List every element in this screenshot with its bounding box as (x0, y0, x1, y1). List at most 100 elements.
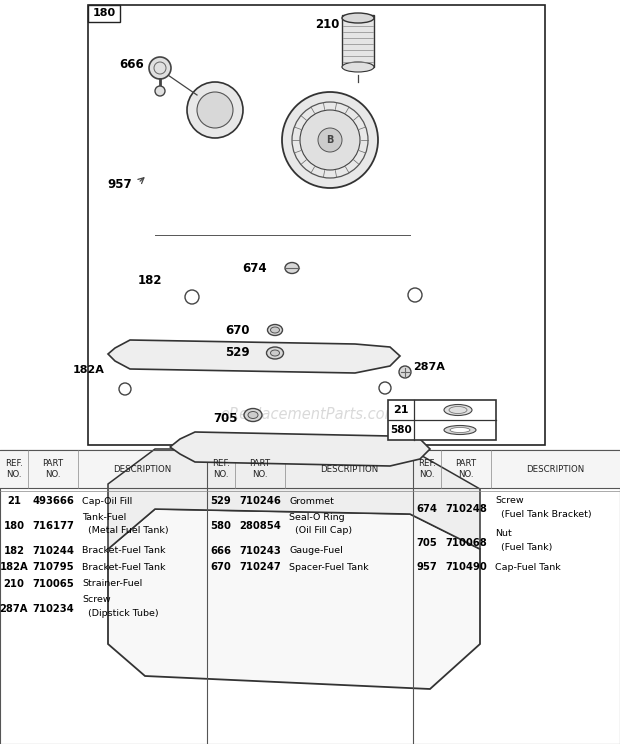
Circle shape (399, 366, 411, 378)
Text: 710065: 710065 (32, 579, 74, 589)
Text: 705: 705 (213, 411, 238, 425)
Text: 182A: 182A (73, 365, 105, 375)
Text: REF.
NO.: REF. NO. (212, 459, 230, 479)
Text: 287A: 287A (0, 603, 29, 614)
Circle shape (187, 82, 243, 138)
Text: 182A: 182A (0, 562, 29, 572)
Text: (Metal Fuel Tank): (Metal Fuel Tank) (88, 526, 169, 535)
Text: 666: 666 (120, 59, 144, 71)
Bar (88, 5, 545, 445)
Ellipse shape (270, 350, 280, 356)
Text: 210: 210 (4, 579, 24, 589)
Circle shape (119, 383, 131, 395)
Text: PART
NO.: PART NO. (249, 459, 270, 479)
Polygon shape (108, 449, 480, 549)
Text: PART
NO.: PART NO. (42, 459, 64, 479)
Text: DESCRIPTION: DESCRIPTION (320, 464, 378, 473)
Text: Screw: Screw (495, 496, 524, 505)
Text: 666: 666 (211, 546, 231, 556)
Circle shape (379, 382, 391, 394)
Bar (388, 400, 496, 440)
Ellipse shape (450, 428, 470, 432)
Text: 710247: 710247 (239, 562, 281, 572)
Text: 493666: 493666 (32, 496, 74, 506)
Ellipse shape (342, 13, 374, 23)
Text: 180: 180 (4, 521, 25, 531)
Text: Screw: Screw (82, 595, 110, 604)
Text: 710795: 710795 (32, 562, 74, 572)
Text: 280854: 280854 (239, 521, 281, 531)
Text: Tank-Fuel: Tank-Fuel (82, 513, 126, 522)
Ellipse shape (342, 62, 374, 72)
Text: 529: 529 (226, 347, 250, 359)
Ellipse shape (267, 324, 283, 336)
Ellipse shape (444, 426, 476, 434)
Bar (0, 450, 620, 488)
Text: 21: 21 (7, 496, 21, 506)
Text: 674: 674 (417, 504, 438, 515)
Bar (88, 5, 120, 22)
Text: 670: 670 (211, 562, 231, 572)
Text: B: B (326, 135, 334, 145)
Ellipse shape (270, 327, 280, 333)
Text: Cap-Oil Fill: Cap-Oil Fill (82, 497, 132, 506)
Bar (0, 450, 620, 744)
Text: 957: 957 (108, 179, 132, 191)
Circle shape (185, 290, 199, 304)
Text: REF.
NO.: REF. NO. (418, 459, 436, 479)
Text: 710244: 710244 (32, 546, 74, 556)
Text: DESCRIPTION: DESCRIPTION (113, 464, 172, 473)
Text: Nut: Nut (495, 530, 512, 539)
Text: Bracket-Fuel Tank: Bracket-Fuel Tank (82, 562, 166, 571)
Text: Gauge-Fuel: Gauge-Fuel (289, 546, 343, 555)
Text: Bracket-Fuel Tank: Bracket-Fuel Tank (82, 546, 166, 555)
Text: 182: 182 (4, 546, 25, 556)
Text: 705: 705 (417, 537, 437, 548)
Ellipse shape (244, 408, 262, 422)
Circle shape (318, 128, 342, 152)
Text: (Dipstick Tube): (Dipstick Tube) (88, 609, 159, 618)
Ellipse shape (285, 263, 299, 274)
Polygon shape (108, 509, 480, 689)
Text: 287A: 287A (413, 362, 445, 372)
Text: 710248: 710248 (445, 504, 487, 515)
Text: DESCRIPTION: DESCRIPTION (526, 464, 585, 473)
Text: 716177: 716177 (32, 521, 74, 531)
Ellipse shape (444, 405, 472, 415)
Text: 710490: 710490 (445, 562, 487, 572)
Text: 674: 674 (242, 261, 267, 275)
Text: eReplacementParts.com: eReplacementParts.com (221, 408, 399, 423)
Polygon shape (108, 340, 400, 373)
Text: PART
NO.: PART NO. (456, 459, 477, 479)
Circle shape (300, 110, 360, 170)
Text: 710234: 710234 (32, 603, 74, 614)
Circle shape (408, 288, 422, 302)
Text: 529: 529 (211, 496, 231, 506)
Polygon shape (170, 432, 430, 466)
Text: 710243: 710243 (239, 546, 281, 556)
Ellipse shape (267, 347, 283, 359)
Text: 580: 580 (211, 521, 231, 531)
Text: Cap-Fuel Tank: Cap-Fuel Tank (495, 562, 560, 571)
Text: (Oil Fill Cap): (Oil Fill Cap) (295, 526, 352, 535)
Circle shape (197, 92, 233, 128)
Ellipse shape (248, 411, 258, 418)
Text: 580: 580 (390, 425, 412, 435)
Text: (Fuel Tank): (Fuel Tank) (501, 542, 552, 551)
Circle shape (149, 57, 171, 79)
Text: REF.
NO.: REF. NO. (5, 459, 23, 479)
Text: 710246: 710246 (239, 496, 281, 506)
Text: 957: 957 (417, 562, 437, 572)
Text: 210: 210 (316, 19, 340, 31)
Text: Strainer-Fuel: Strainer-Fuel (82, 580, 142, 589)
Text: 182: 182 (138, 274, 162, 286)
Text: Seal-O Ring: Seal-O Ring (289, 513, 345, 522)
Text: 670: 670 (226, 324, 250, 336)
Circle shape (155, 86, 165, 96)
Text: (Fuel Tank Bracket): (Fuel Tank Bracket) (501, 510, 591, 519)
Bar (342, 15, 374, 67)
Circle shape (282, 92, 378, 188)
Text: Grommet: Grommet (289, 497, 334, 506)
Text: Spacer-Fuel Tank: Spacer-Fuel Tank (289, 562, 369, 571)
Text: 710068: 710068 (445, 537, 487, 548)
